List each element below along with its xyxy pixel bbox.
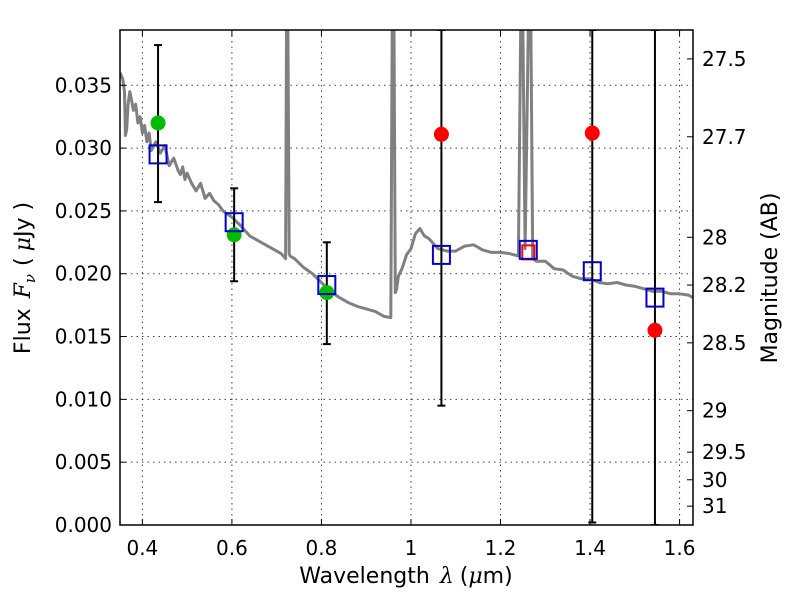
blue-square-marker (224, 212, 244, 233)
x-tick-label: 1.6 (664, 536, 696, 560)
right-tick-label: 28.5 (702, 331, 747, 355)
x-tick-label: 1.2 (485, 536, 517, 560)
blue-square-marker (148, 144, 168, 165)
right-tick-label: 27.7 (702, 125, 747, 149)
x-tick-label: 0.8 (306, 536, 338, 560)
spectrum-line (120, 30, 693, 320)
y-axis-label-left: FluxFν(μJy ) (11, 202, 39, 354)
axis-ticks (120, 30, 693, 526)
y-tick-label: 0.030 (55, 136, 112, 160)
x-tick-label: 1.4 (574, 536, 606, 560)
red-data-point (647, 322, 663, 338)
y-tick-label: 0.005 (55, 450, 112, 474)
plot-frame (119, 29, 694, 526)
green-data-point (226, 227, 242, 243)
x-tick-label: 0.4 (126, 536, 158, 560)
y-tick-label: 0.025 (55, 199, 112, 223)
right-tick-label: 29 (702, 399, 727, 423)
y-tick-label: 0.035 (55, 73, 112, 97)
red-data-point (584, 125, 600, 141)
gridlines (120, 30, 693, 526)
right-tick-label: 27.5 (702, 47, 747, 71)
right-tick-label: 31 (702, 494, 727, 518)
plot-area (120, 30, 693, 525)
red-data-point (433, 126, 449, 142)
y-tick-label: 0.000 (55, 513, 112, 537)
blue-square-marker (431, 244, 451, 265)
y-tick-label: 0.010 (55, 387, 112, 411)
blue-square-marker (317, 275, 337, 296)
x-axis-label: Wavelength λ (μm) (299, 564, 512, 589)
x-tick-label: 1 (405, 536, 418, 560)
blue-square-marker (582, 261, 602, 282)
green-data-point (150, 115, 166, 131)
x-tick-label: 0.6 (216, 536, 248, 560)
right-tick-label: 28 (702, 225, 727, 249)
tick-labels: 0.4 0.6 0.8 1 1.2 1.4 1.6 0.000 0.005 0.010 0.015 0… (55, 47, 747, 560)
y-tick-label: 0.020 (55, 262, 112, 286)
right-tick-label: 28.2 (702, 273, 747, 297)
right-tick-label: 29.5 (702, 440, 747, 464)
right-tick-label: 30 (702, 468, 727, 492)
y-axis-label-right: Magnitude (AB) (758, 193, 783, 364)
y-tick-label: 0.015 (55, 325, 112, 349)
blue-square-marker (518, 239, 538, 260)
green-data-point (319, 285, 335, 301)
blue-square-marker (645, 287, 665, 308)
